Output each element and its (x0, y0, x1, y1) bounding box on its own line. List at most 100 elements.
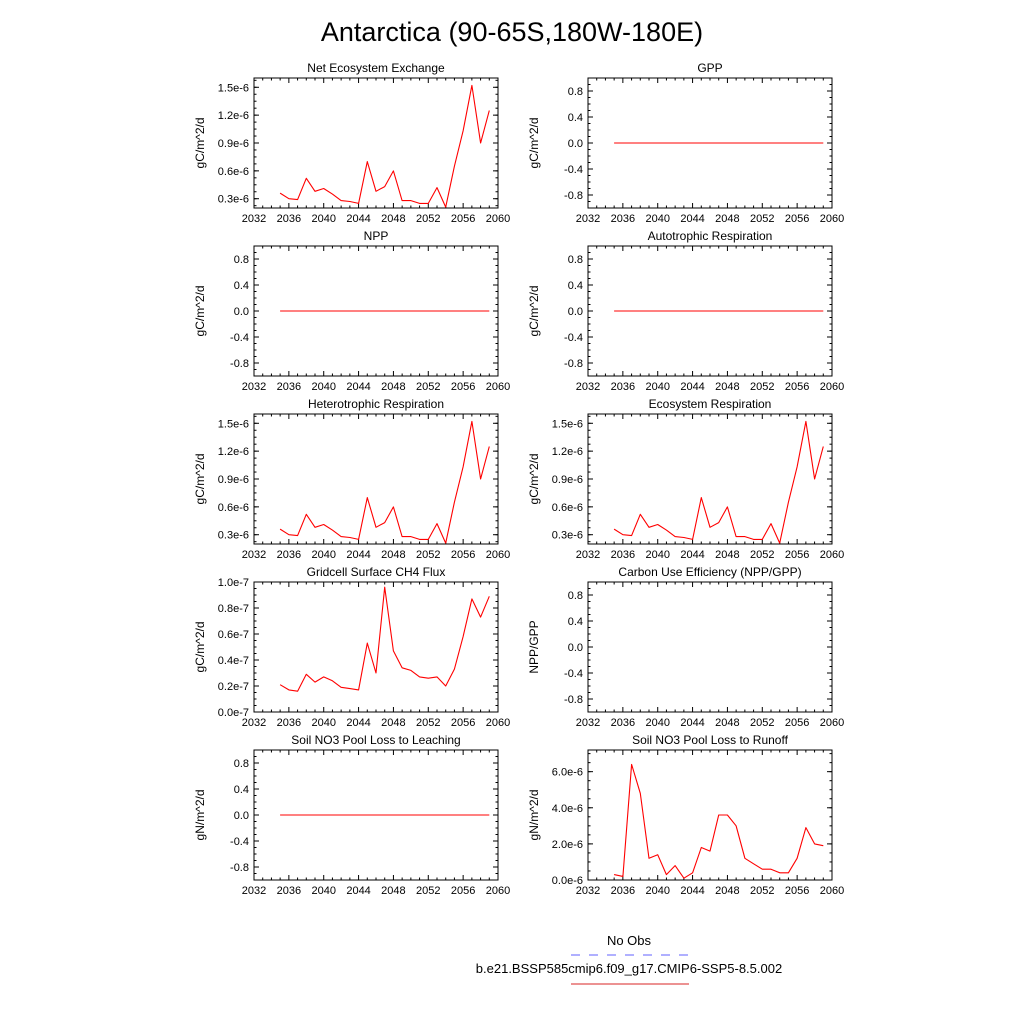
x-tick-label: 2056 (785, 549, 809, 561)
chart-panel: NPP 2032 2036 2040 2044 2048 2052 2056 2060 -0.8 -… (193, 229, 510, 393)
chart-panel: Heterotrophic Respiration 2032 2036 2040 204… (193, 397, 510, 561)
y-tick-label: 0.0 (568, 306, 583, 318)
y-tick-label: 0.6e-7 (218, 629, 249, 641)
y-tick-label: -0.8 (564, 358, 583, 370)
x-tick-label: 2036 (611, 549, 635, 561)
y-tick-label: 0.6e-6 (218, 166, 249, 178)
x-tick-label: 2056 (785, 381, 809, 393)
y-axis-label: gN/m^2/d (193, 790, 207, 841)
legend: No Obs b.e21.BSSP585cmip6.f09_g17.CMIP6-… (476, 933, 782, 985)
x-tick-label: 2052 (416, 885, 440, 897)
x-tick-label: 2036 (277, 717, 301, 729)
y-tick-label: 1.0e-7 (218, 577, 249, 589)
y-tick-label: 0.8e-7 (218, 603, 249, 615)
x-tick-label: 2040 (645, 381, 669, 393)
y-tick-label: 0.0 (568, 642, 583, 654)
chart-title: Heterotrophic Respiration (308, 397, 444, 411)
x-tick-label: 2036 (611, 885, 635, 897)
x-tick-label: 2056 (451, 381, 475, 393)
x-tick-label: 2036 (277, 213, 301, 225)
y-axis-label: gC/m^2/d (193, 118, 207, 169)
chart-title: Soil NO3 Pool Loss to Runoff (632, 733, 789, 747)
x-tick-label: 2036 (611, 717, 635, 729)
x-tick-label: 2044 (346, 381, 370, 393)
x-tick-label: 2040 (311, 381, 335, 393)
chart-title: Net Ecosystem Exchange (307, 61, 445, 75)
y-tick-label: -0.8 (230, 358, 249, 370)
x-tick-label: 2048 (715, 549, 739, 561)
x-tick-label: 2040 (311, 717, 335, 729)
y-tick-label: -0.4 (564, 668, 583, 680)
x-tick-label: 2040 (645, 717, 669, 729)
plot-frame (253, 77, 499, 209)
x-tick-label: 2052 (416, 381, 440, 393)
x-tick-label: 2056 (451, 885, 475, 897)
legend-model-label: b.e21.BSSP585cmip6.f09_g17.CMIP6-SSP5-8.… (476, 961, 782, 976)
x-tick-label: 2044 (680, 549, 704, 561)
y-tick-label: 0.4 (234, 784, 249, 796)
x-tick-label: 2044 (680, 381, 704, 393)
x-tick-label: 2032 (242, 381, 266, 393)
x-tick-label: 2032 (576, 885, 600, 897)
y-tick-label: 0.8 (568, 86, 583, 98)
x-tick-label: 2040 (645, 213, 669, 225)
y-tick-label: -0.8 (230, 862, 249, 874)
x-tick-label: 2060 (486, 717, 510, 729)
x-tick-label: 2048 (715, 717, 739, 729)
series-line (279, 586, 490, 692)
y-tick-label: -0.8 (564, 694, 583, 706)
y-axis-label: gC/m^2/d (527, 286, 541, 337)
x-tick-label: 2048 (381, 213, 405, 225)
y-tick-label: 1.2e-6 (218, 110, 249, 122)
y-tick-label: 0.6e-6 (552, 502, 583, 514)
x-tick-label: 2060 (820, 885, 844, 897)
chart-panel: Soil NO3 Pool Loss to Runoff 2032 2036 2040… (527, 733, 844, 897)
y-tick-label: 0.9e-6 (218, 138, 249, 150)
x-tick-label: 2032 (576, 717, 600, 729)
chart-title: Ecosystem Respiration (649, 397, 772, 411)
x-tick-label: 2052 (750, 381, 774, 393)
y-tick-label: 0.8 (568, 254, 583, 266)
plot-frame (587, 413, 833, 545)
panel-grid: Net Ecosystem Exchange 2032 2036 2040 2044 20… (193, 61, 844, 897)
y-tick-label: -0.4 (564, 332, 583, 344)
x-tick-label: 2036 (611, 213, 635, 225)
chart-title: Gridcell Surface CH4 Flux (307, 565, 446, 579)
chart-title: GPP (697, 61, 722, 75)
y-tick-label: 0.4 (568, 112, 583, 124)
x-tick-label: 2052 (416, 717, 440, 729)
x-tick-label: 2056 (451, 213, 475, 225)
x-tick-label: 2056 (785, 213, 809, 225)
chart-title: Carbon Use Efficiency (NPP/GPP) (618, 565, 801, 579)
x-tick-label: 2060 (820, 717, 844, 729)
y-tick-label: 0.0e-6 (552, 875, 583, 887)
x-tick-label: 2048 (715, 885, 739, 897)
x-tick-label: 2060 (486, 885, 510, 897)
y-tick-label: 6.0e-6 (552, 767, 583, 779)
chart-panel: Soil NO3 Pool Loss to Leaching 2032 2036 20… (193, 733, 510, 897)
x-tick-label: 2048 (381, 381, 405, 393)
x-tick-label: 2044 (346, 549, 370, 561)
series-line (279, 420, 490, 544)
y-tick-label: 0.3e-6 (218, 194, 249, 206)
series-line (613, 420, 824, 544)
y-tick-label: 2.0e-6 (552, 839, 583, 851)
y-axis-label: gN/m^2/d (527, 790, 541, 841)
x-tick-label: 2040 (311, 885, 335, 897)
x-tick-label: 2040 (645, 549, 669, 561)
x-tick-label: 2040 (311, 213, 335, 225)
y-tick-label: 0.8 (234, 254, 249, 266)
y-tick-label: 0.8 (234, 758, 249, 770)
x-tick-label: 2044 (346, 885, 370, 897)
y-axis-label: gC/m^2/d (527, 118, 541, 169)
x-tick-label: 2056 (451, 717, 475, 729)
x-tick-label: 2032 (242, 885, 266, 897)
x-tick-label: 2044 (346, 717, 370, 729)
x-tick-label: 2044 (680, 885, 704, 897)
x-tick-label: 2052 (750, 717, 774, 729)
x-tick-label: 2044 (346, 213, 370, 225)
y-tick-label: 0.0e-7 (218, 707, 249, 719)
chart-panel: Ecosystem Respiration 2032 2036 2040 2044 204… (527, 397, 844, 561)
y-tick-label: 0.0 (234, 306, 249, 318)
y-tick-label: 0.8 (568, 590, 583, 602)
